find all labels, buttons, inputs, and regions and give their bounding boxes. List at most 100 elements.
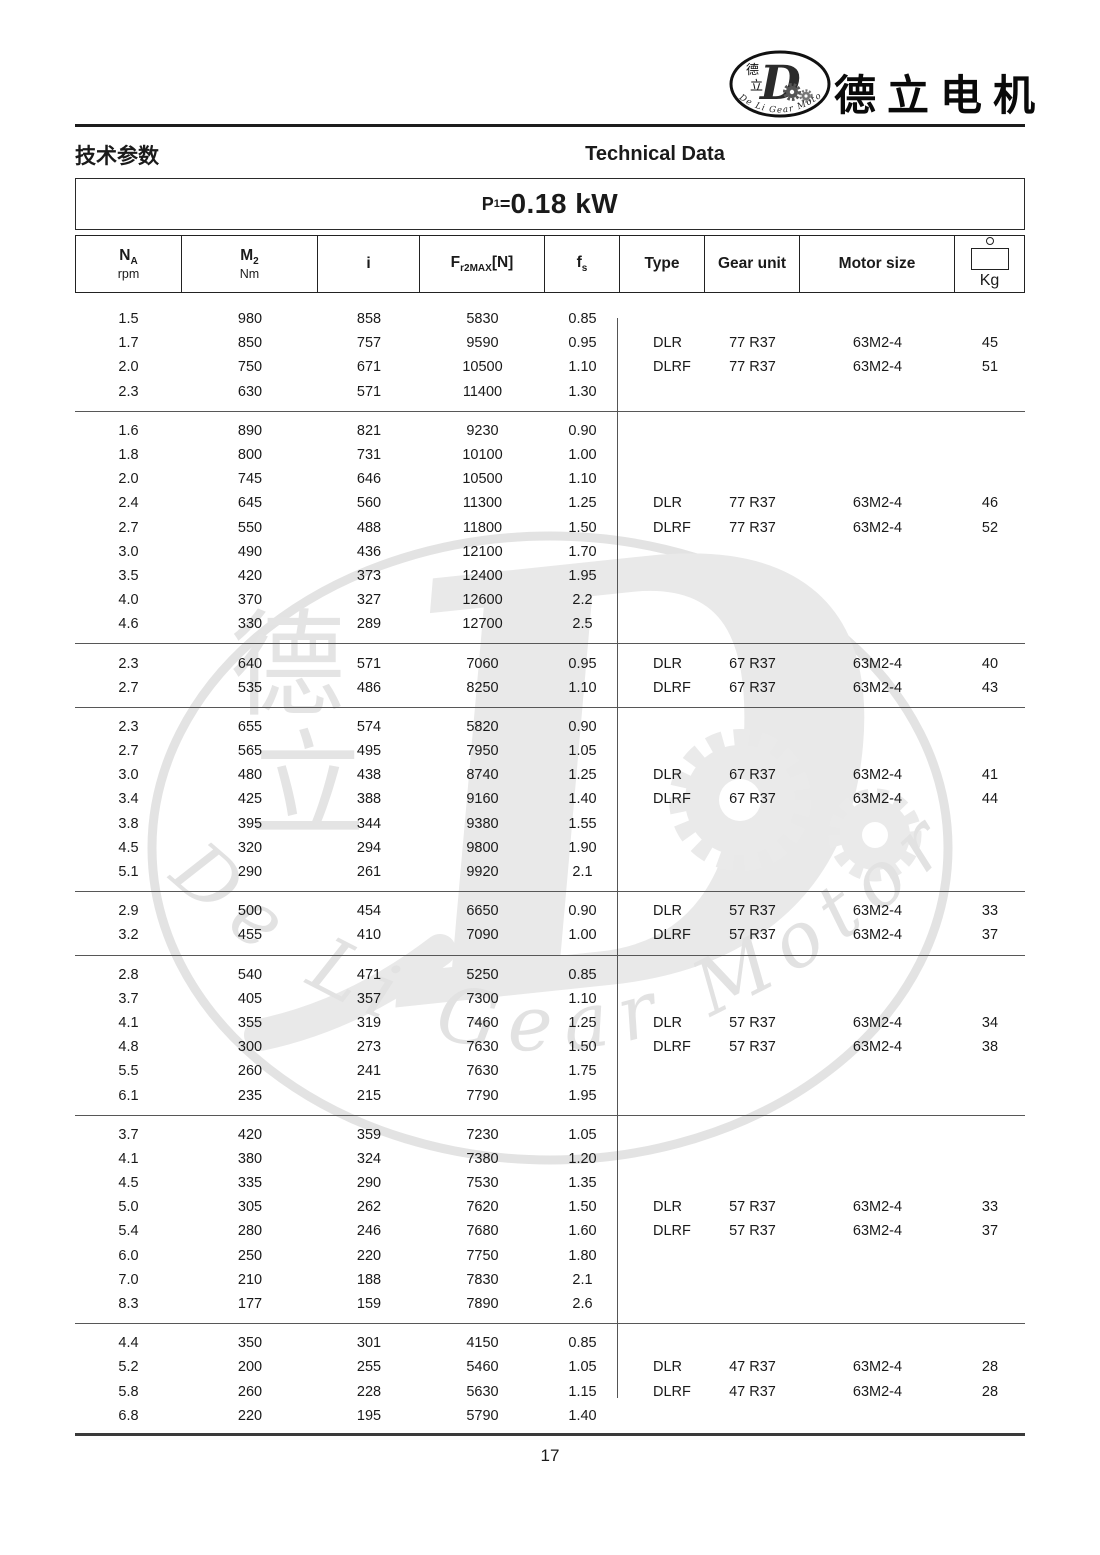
watermark-circle-icon <box>147 531 953 1165</box>
table-row: 2.0 750 671 10500 1.10 DLRF 77 R37 63M2-4 51 <box>75 355 1025 379</box>
cell-fr2max: 8250 <box>466 679 499 696</box>
table-row: 8.3 177 159 7890 2.6 <box>75 1292 1025 1316</box>
cell-fs: 1.90 <box>568 839 597 856</box>
cell-fr2max: 7830 <box>466 1271 499 1288</box>
group-separator <box>75 891 1025 893</box>
cell-na: 1.6 <box>118 422 139 439</box>
cell-na: 4.4 <box>118 1335 139 1352</box>
cell-i: 488 <box>356 519 382 536</box>
cell-fs: 1.25 <box>568 767 597 784</box>
cell-fr2max: 12100 <box>462 543 503 560</box>
cell-fr2max: 7300 <box>466 990 499 1007</box>
table-row: 5.2 200 255 5460 1.05 DLR 47 R37 63M2-4 28 <box>75 1355 1025 1379</box>
cell-motor_size: 63M2-4 <box>852 679 903 696</box>
cell-i: 301 <box>356 1335 382 1352</box>
cell-m2: 425 <box>237 791 263 808</box>
watermark-logo: D 德 立 De Li Gear Motor <box>147 470 958 1165</box>
table-row: 6.1 235 215 7790 1.95 <box>75 1083 1025 1107</box>
cell-fr2max: 7790 <box>466 1087 499 1104</box>
table-row: 2.3 640 571 7060 0.95 DLR 67 R37 63M2-4 40 <box>75 651 1025 675</box>
cell-gear_unit: 67 R37 <box>729 767 776 784</box>
cell-i: 373 <box>356 567 382 584</box>
table-row: 5.5 260 241 7630 1.75 <box>75 1059 1025 1083</box>
cell-na: 8.3 <box>118 1296 139 1313</box>
table-group: 1.5 980 858 5830 0.85 1.7 850 757 9590 0.95 DLR 77 … <box>75 300 1025 411</box>
cell-i: 324 <box>356 1150 382 1167</box>
cell-na: 4.8 <box>118 1039 139 1056</box>
cell-fs: 1.00 <box>568 447 597 464</box>
cell-gear_unit: 67 R37 <box>729 655 776 672</box>
cell-m2: 645 <box>237 495 263 512</box>
cell-na: 5.0 <box>118 1199 139 1216</box>
table-row: 1.7 850 757 9590 0.95 DLR 77 R37 63M2-4 45 <box>75 331 1025 355</box>
cell-m2: 500 <box>237 903 263 920</box>
table-row: 4.8 300 273 7630 1.50 DLRF 57 R37 63M2-4 38 <box>75 1035 1025 1059</box>
cell-na: 3.4 <box>118 791 139 808</box>
cell-na: 2.7 <box>118 519 139 536</box>
table-group: 1.6 890 821 9230 0.90 1.8 800 731 10100 1.00 2.0 74… <box>75 412 1025 644</box>
cell-fr2max: 7380 <box>466 1150 499 1167</box>
cell-m2: 370 <box>237 592 263 609</box>
cell-fr2max: 8740 <box>466 767 499 784</box>
cell-gear_unit: 47 R37 <box>729 1359 776 1376</box>
cell-i: 319 <box>356 1014 382 1031</box>
table-row: 1.8 800 731 10100 1.00 <box>75 443 1025 467</box>
table-row: 3.7 405 357 7300 1.10 <box>75 987 1025 1011</box>
cell-fs: 1.10 <box>568 990 597 1007</box>
column-header-fr2max: Fr2MAX[N] <box>420 236 545 292</box>
cell-fr2max: 10500 <box>462 471 503 488</box>
cell-na: 3.2 <box>118 927 139 944</box>
cell-fs: 1.95 <box>568 567 597 584</box>
table-row: 5.8 260 228 5630 1.15 DLRF 47 R37 63M2-4 28 <box>75 1380 1025 1404</box>
cell-m2: 177 <box>237 1296 263 1313</box>
table-row: 4.1 380 324 7380 1.20 <box>75 1147 1025 1171</box>
cell-i: 357 <box>356 990 382 1007</box>
cell-m2: 490 <box>237 543 263 560</box>
cell-fs: 2.5 <box>572 616 593 633</box>
watermark-cn2: 立 <box>250 719 365 853</box>
cell-i: 410 <box>356 927 382 944</box>
cell-fr2max: 5250 <box>466 966 499 983</box>
cell-fr2max: 12600 <box>462 592 503 609</box>
cell-type: DLRF <box>653 791 691 808</box>
cell-m2: 565 <box>237 743 263 760</box>
table-row: 1.5 980 858 5830 0.85 <box>75 307 1025 331</box>
power-value: 0.18 kW <box>510 188 619 219</box>
cell-na: 3.0 <box>118 543 139 560</box>
cell-motor_size: 63M2-4 <box>852 1359 903 1376</box>
cell-na: 5.8 <box>118 1383 139 1400</box>
page-title-english: Technical Data <box>585 143 725 165</box>
cell-i: 159 <box>356 1296 382 1313</box>
cell-na: 4.6 <box>118 616 139 633</box>
table-row: 4.5 320 294 9800 1.90 <box>75 836 1025 860</box>
cell-m2: 405 <box>237 990 263 1007</box>
cell-i: 454 <box>356 903 382 920</box>
cell-type: DLR <box>653 1199 683 1216</box>
cell-fr2max: 9380 <box>466 815 499 832</box>
cell-fs: 2.1 <box>572 864 593 881</box>
column-header-i: i <box>318 236 420 292</box>
cell-m2: 850 <box>237 335 263 352</box>
column-header-gear-unit: Gear unit <box>705 236 800 292</box>
table-row: 2.7 565 495 7950 1.05 <box>75 739 1025 763</box>
logo-gear-large-icon <box>783 83 801 101</box>
cell-na: 3.7 <box>118 990 139 1007</box>
cell-na: 6.0 <box>118 1247 139 1264</box>
table-body: 1.5 980 858 5830 0.85 1.7 850 757 9590 0.95 DLR 77 … <box>75 300 1025 1435</box>
cell-na: 1.5 <box>118 311 139 328</box>
cell-fr2max: 4150 <box>466 1335 499 1352</box>
cell-fs: 1.20 <box>568 1150 597 1167</box>
cell-m2: 280 <box>237 1223 263 1240</box>
cell-i: 757 <box>356 335 382 352</box>
cell-na: 2.9 <box>118 903 139 920</box>
cell-gear_unit: 57 R37 <box>729 927 776 944</box>
power-prefix-sub: 1 <box>493 198 500 210</box>
cell-i: 228 <box>356 1383 382 1400</box>
cell-kg: 41 <box>981 767 999 784</box>
cell-na: 3.5 <box>118 567 139 584</box>
table-row: 4.5 335 290 7530 1.35 <box>75 1171 1025 1195</box>
cell-type: DLRF <box>653 679 691 696</box>
watermark-gear-small-icon <box>828 788 922 882</box>
cell-m2: 260 <box>237 1383 263 1400</box>
